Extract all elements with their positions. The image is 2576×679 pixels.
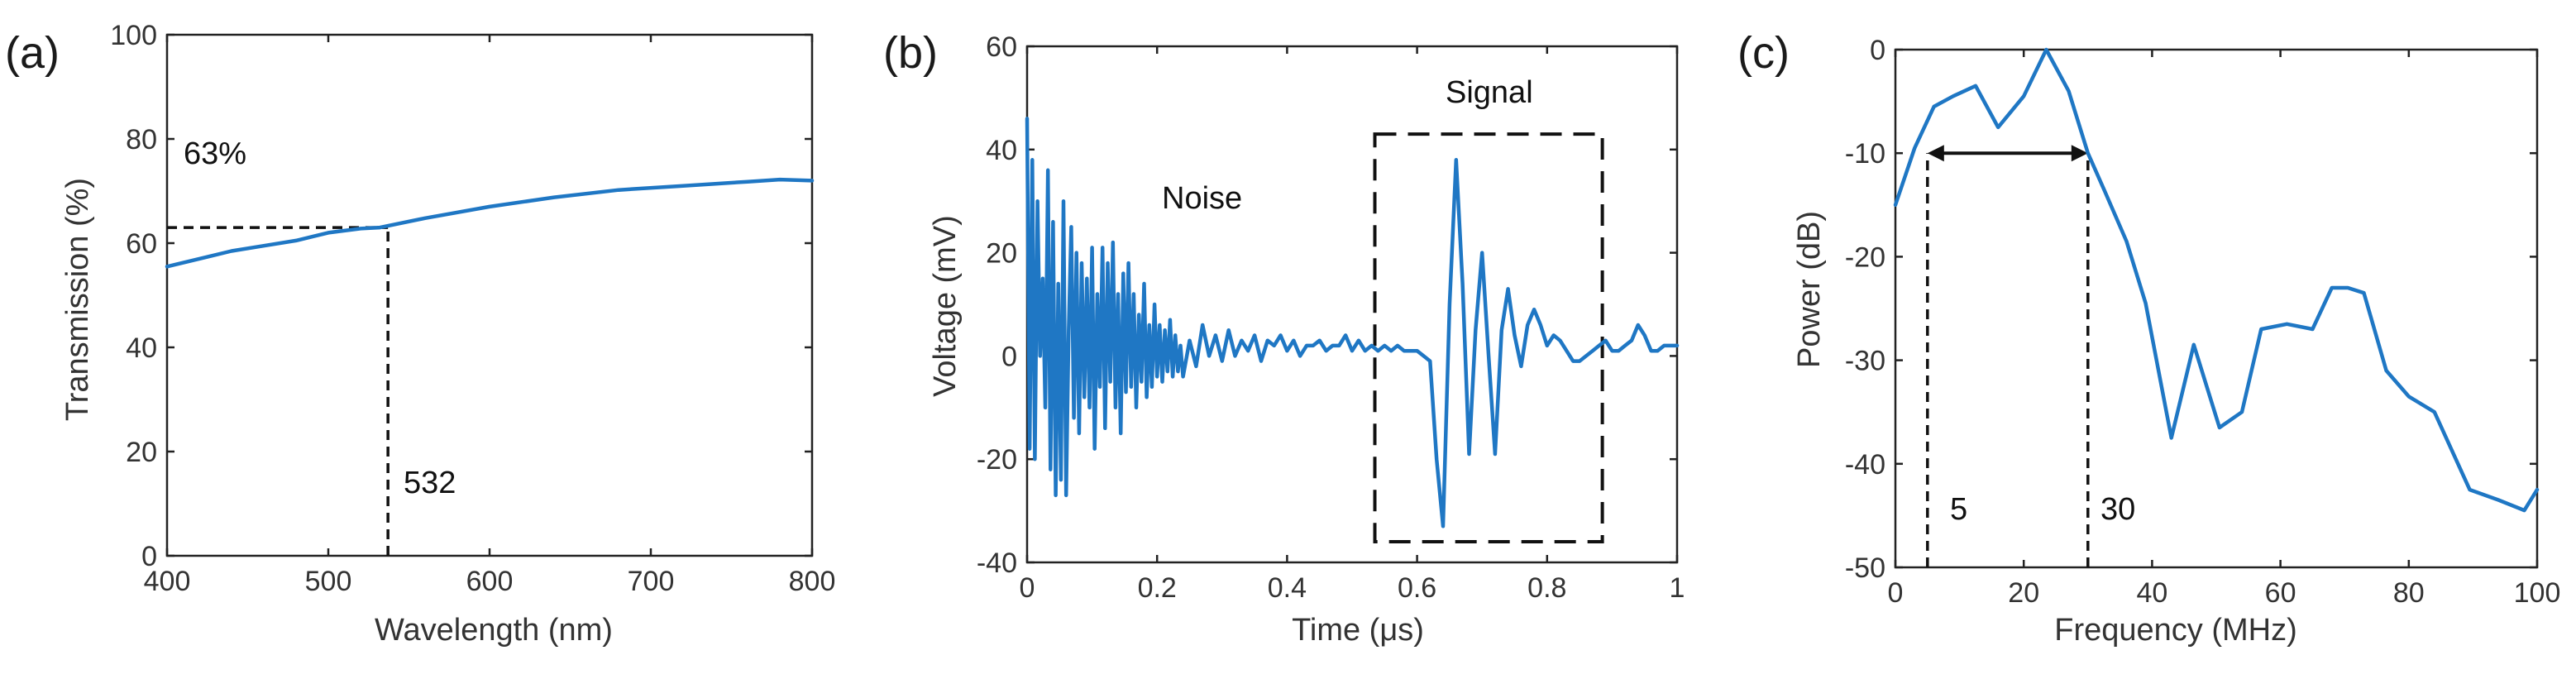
panel-b-ytick-label: 0	[1001, 341, 1017, 372]
panel-c-arrowhead-right	[2071, 145, 2088, 162]
panel-b-xtick-label: 0.2	[1138, 572, 1177, 604]
panel-a-label: (a)	[5, 28, 60, 78]
panel-a-xtick-label: 700	[628, 566, 675, 597]
panel-c-arrowhead-left	[1927, 145, 1944, 162]
panel-c-series-line	[1893, 47, 2540, 513]
panel-a-xtick-label: 500	[305, 566, 352, 597]
panel-c-ytick-label: -50	[1845, 552, 1885, 584]
panel-b-noise-label: Noise	[1162, 181, 1242, 216]
panel-c-xlabel: Frequency (MHz)	[2054, 613, 2297, 648]
panel-c-ytick-label: -40	[1845, 449, 1885, 481]
panel-a-frame	[165, 33, 814, 557]
panel-c-xtick-label: 80	[2393, 577, 2425, 609]
panel-b: (b) 0 0.2 0.4 0.6 0.8 1 -40 -20 0 20 40 60 Noise Si…	[883, 28, 1685, 648]
panel-c-ytick-label: -20	[1845, 241, 1885, 273]
panel-c-label: (c)	[1737, 28, 1790, 78]
panel-c-30-label: 30	[2100, 492, 2135, 527]
panel-c-xtick-label: 0	[1888, 577, 1904, 609]
panel-c-axes: 0 20 40 60 80 100 -50 -40 -30 -20 -10 0	[1845, 35, 2561, 609]
panel-b-ytick-label: 20	[986, 238, 1017, 270]
panel-b-xtick-label: 0	[1020, 572, 1035, 604]
panel-c-5-label: 5	[1950, 492, 1967, 527]
panel-b-xtick-label: 1	[1670, 572, 1685, 604]
panel-a-ytick-label: 100	[110, 20, 157, 51]
panel-a-63-label: 63%	[184, 136, 246, 171]
panel-c-xtick-label: 100	[2514, 577, 2561, 609]
panel-a-ytick-label: 40	[126, 332, 157, 364]
panel-a-xlabel: Wavelength (nm)	[375, 613, 613, 648]
panel-c-ytick-label: -30	[1845, 346, 1885, 377]
panel-b-ytick-label: 60	[986, 31, 1017, 63]
panel-c-annotations	[1926, 145, 2090, 567]
panel-b-series-line	[1025, 117, 1680, 528]
panel-b-ytick-label: 40	[986, 135, 1017, 166]
panel-b-signal-label: Signal	[1446, 75, 1533, 110]
panel-b-xtick-label: 0.6	[1398, 572, 1436, 604]
panel-b-label: (b)	[883, 28, 938, 78]
panel-b-ytick-label: -20	[977, 444, 1017, 476]
panel-a-532-label: 532	[404, 466, 456, 500]
panel-a-ytick-label: 20	[126, 437, 157, 468]
panel-a-xtick-label: 600	[466, 566, 514, 597]
panel-a-ylabel: Transmission (%)	[60, 178, 95, 421]
panel-b-xlabel: Time (μs)	[1292, 613, 1424, 648]
panel-a-series-line	[165, 177, 815, 269]
panel-a-annotations	[167, 226, 390, 556]
panel-a-axes: 400 500 600 700 800 0 20 40 60 80 100	[110, 20, 835, 597]
panel-c-xtick-label: 60	[2265, 577, 2296, 609]
panel-b-signal-box	[1373, 132, 1604, 544]
panel-a-ytick-label: 0	[141, 541, 157, 572]
panel-b-ytick-label: -40	[977, 548, 1017, 579]
panel-c-xtick-label: 40	[2136, 577, 2167, 609]
panel-c-ytick-label: 0	[1870, 35, 1885, 66]
panel-b-xtick-label: 0.4	[1268, 572, 1307, 604]
panel-c-ylabel: Power (dB)	[1792, 211, 1827, 368]
panel-c-frame	[1894, 48, 2539, 569]
panel-c-xtick-label: 20	[2008, 577, 2039, 609]
panel-a-ytick-label: 60	[126, 228, 157, 260]
panel-b-xtick-label: 0.8	[1527, 572, 1566, 604]
panel-a-ytick-label: 80	[126, 124, 157, 155]
panel-c: (c) 0 20 40 60 80 100 -50 -40 -30 -20 -10 0 5 30 Fr…	[1737, 28, 2560, 648]
panel-c-ytick-label: -10	[1845, 138, 1885, 170]
panel-a-xtick-label: 800	[789, 566, 836, 597]
panel-b-ylabel: Voltage (mV)	[928, 215, 963, 397]
panel-a-xtick-label: 400	[144, 566, 191, 597]
